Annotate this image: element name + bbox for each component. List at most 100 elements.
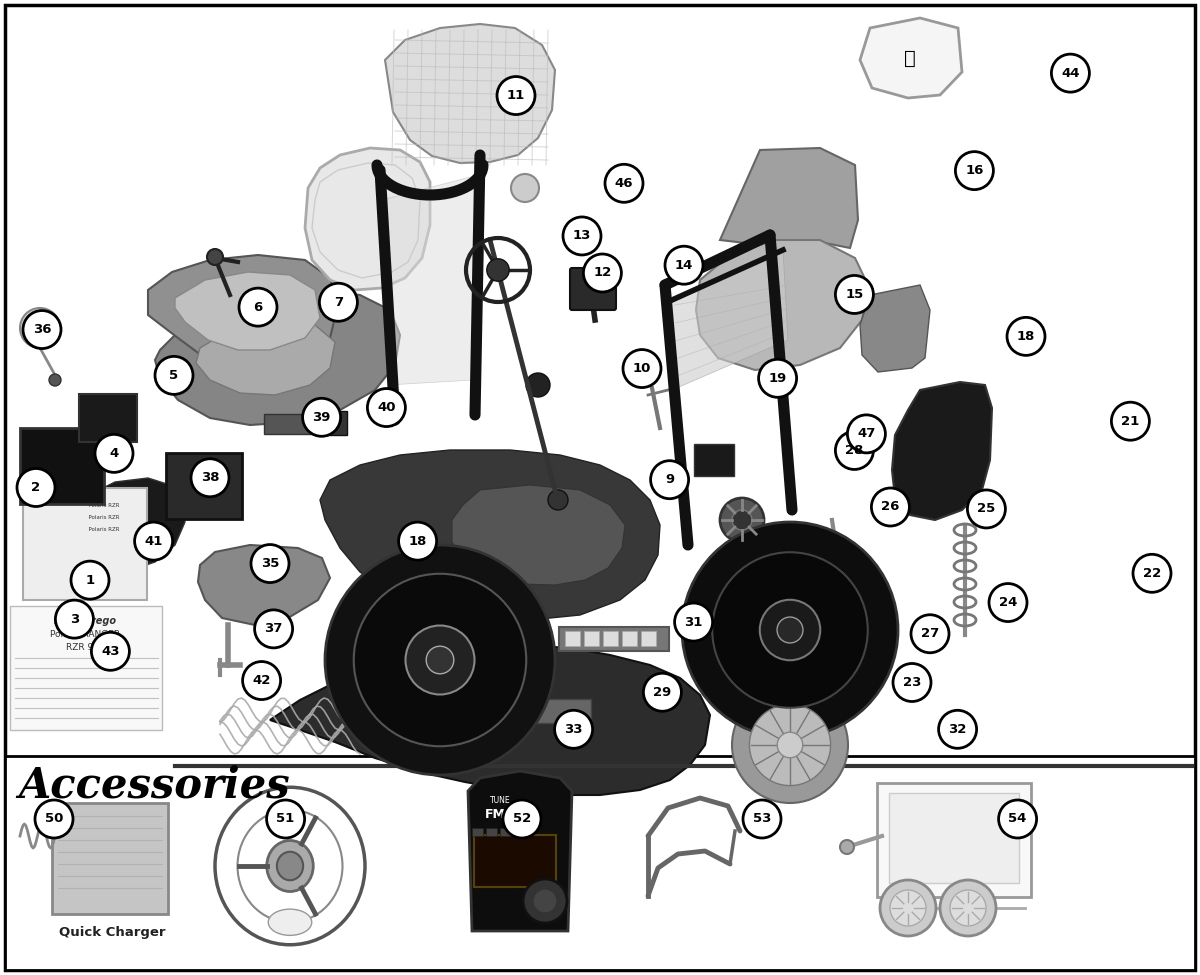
Text: 6: 6	[253, 300, 263, 314]
Polygon shape	[892, 382, 992, 520]
Text: 2: 2	[31, 481, 41, 494]
Circle shape	[548, 490, 568, 510]
Circle shape	[1111, 403, 1150, 440]
Circle shape	[938, 711, 977, 748]
Circle shape	[998, 800, 1037, 838]
Circle shape	[720, 498, 764, 542]
Text: 28: 28	[845, 444, 864, 457]
Circle shape	[967, 490, 1006, 527]
Circle shape	[554, 711, 593, 748]
Circle shape	[239, 289, 277, 326]
FancyBboxPatch shape	[474, 835, 556, 887]
FancyBboxPatch shape	[472, 828, 482, 836]
Text: 44: 44	[1061, 66, 1080, 80]
Circle shape	[760, 600, 821, 660]
Polygon shape	[860, 18, 962, 98]
Text: 24: 24	[998, 596, 1018, 609]
Circle shape	[950, 890, 986, 926]
Text: 51: 51	[276, 812, 295, 826]
Polygon shape	[468, 771, 572, 931]
Circle shape	[511, 174, 539, 202]
FancyBboxPatch shape	[583, 631, 599, 645]
Circle shape	[23, 311, 61, 348]
Circle shape	[871, 488, 910, 526]
Text: 33: 33	[564, 722, 583, 736]
Polygon shape	[385, 24, 554, 163]
Text: 41: 41	[144, 534, 163, 548]
Text: Accessories: Accessories	[18, 764, 289, 806]
Text: 31: 31	[684, 615, 703, 629]
Text: 37: 37	[264, 622, 283, 636]
Text: FM: FM	[485, 808, 506, 821]
Text: 12: 12	[593, 266, 612, 280]
Text: Polaris RZR: Polaris RZR	[85, 515, 120, 520]
Bar	[5, 756, 1195, 970]
Text: 9: 9	[665, 473, 674, 487]
Polygon shape	[860, 285, 930, 372]
Circle shape	[526, 373, 550, 397]
Text: 52: 52	[512, 812, 532, 826]
Polygon shape	[148, 255, 338, 368]
Circle shape	[55, 601, 94, 638]
FancyBboxPatch shape	[264, 414, 322, 434]
Circle shape	[354, 573, 527, 746]
Circle shape	[840, 840, 854, 854]
Circle shape	[319, 284, 358, 321]
Circle shape	[778, 617, 803, 643]
Text: 50: 50	[44, 812, 64, 826]
Circle shape	[847, 415, 886, 452]
Circle shape	[533, 889, 557, 913]
Text: Quick Charger: Quick Charger	[59, 926, 166, 939]
Text: TUNE: TUNE	[490, 796, 511, 805]
Text: 43: 43	[101, 644, 120, 658]
Text: 22: 22	[1142, 566, 1162, 580]
Circle shape	[778, 732, 803, 758]
Circle shape	[91, 633, 130, 670]
FancyBboxPatch shape	[78, 394, 137, 442]
Polygon shape	[305, 148, 430, 290]
FancyBboxPatch shape	[23, 488, 148, 600]
FancyBboxPatch shape	[641, 631, 655, 645]
FancyBboxPatch shape	[10, 606, 162, 730]
Circle shape	[880, 880, 936, 936]
Text: 1: 1	[85, 573, 95, 587]
Circle shape	[17, 469, 55, 506]
Circle shape	[732, 510, 752, 530]
Text: 10: 10	[632, 362, 652, 375]
Circle shape	[251, 545, 289, 582]
FancyBboxPatch shape	[622, 631, 636, 645]
Polygon shape	[320, 450, 660, 620]
Ellipse shape	[269, 909, 312, 935]
Text: 18: 18	[408, 534, 427, 548]
Text: 21: 21	[1121, 414, 1140, 428]
Text: 15: 15	[845, 288, 864, 301]
Circle shape	[749, 704, 830, 786]
Circle shape	[732, 687, 848, 803]
Circle shape	[940, 880, 996, 936]
FancyBboxPatch shape	[602, 631, 618, 645]
Circle shape	[35, 800, 73, 838]
Circle shape	[367, 389, 406, 426]
Polygon shape	[270, 645, 710, 795]
Text: Peg-Pérego: Peg-Pérego	[54, 615, 116, 626]
Circle shape	[208, 249, 223, 265]
Text: 46: 46	[614, 176, 634, 190]
Circle shape	[325, 545, 554, 775]
FancyBboxPatch shape	[52, 803, 168, 914]
Circle shape	[1051, 55, 1090, 92]
Circle shape	[497, 77, 535, 114]
Polygon shape	[198, 545, 330, 625]
Circle shape	[95, 435, 133, 472]
Circle shape	[266, 800, 305, 838]
Circle shape	[643, 674, 682, 711]
Text: 26: 26	[881, 500, 900, 514]
Circle shape	[665, 247, 703, 284]
Text: 53: 53	[752, 812, 772, 826]
Circle shape	[583, 254, 622, 292]
Polygon shape	[382, 175, 478, 385]
Polygon shape	[720, 148, 858, 248]
Circle shape	[191, 459, 229, 496]
Text: 35: 35	[260, 557, 280, 570]
Polygon shape	[155, 290, 400, 425]
FancyBboxPatch shape	[20, 428, 104, 504]
